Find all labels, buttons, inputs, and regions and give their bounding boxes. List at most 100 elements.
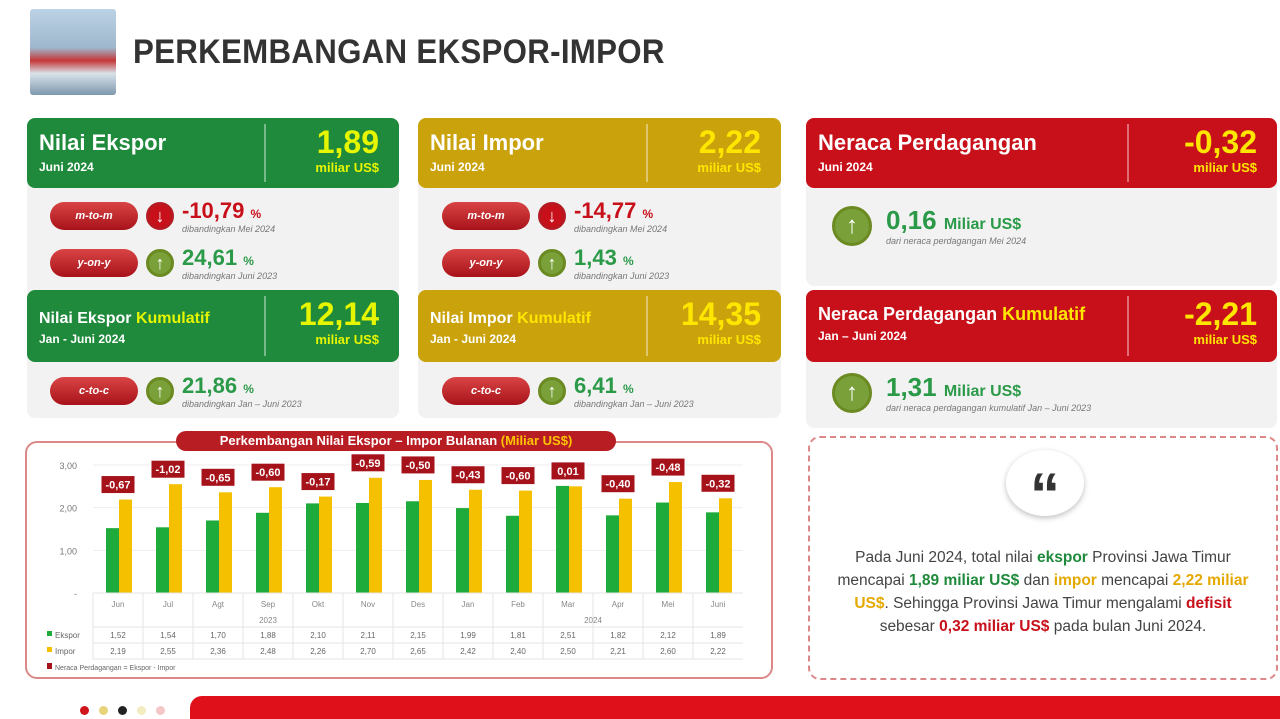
ekspor-value: 1,52: [110, 631, 126, 640]
impor-ctc: c-to-c ↑ 6,41 % dibandingkan Jan – Juni 2…: [442, 373, 694, 409]
impor-value: 2,42: [460, 647, 476, 656]
arrow-down-icon: ↓: [538, 202, 566, 230]
card-title: Neraca Perdagangan: [818, 304, 998, 324]
neraca-label-box: [500, 466, 536, 486]
change-value: 1,31: [886, 372, 937, 402]
neraca-label: -0,32: [705, 478, 730, 490]
ekspor-value: 1,70: [210, 631, 226, 640]
card-unit: miliar US$: [697, 160, 761, 175]
x-tick-label: Nov: [361, 600, 375, 609]
ekspor-kumulatif-card: Nilai Ekspor Kumulatif Jan - Juni 2024 12…: [27, 290, 399, 362]
bar-ekspor: [206, 520, 219, 593]
bar-ekspor: [456, 508, 469, 593]
bar-ekspor: [106, 528, 119, 593]
neraca-label: -0,50: [405, 460, 430, 472]
arrow-up-icon: ↑: [538, 377, 566, 405]
neraca-label: -1,02: [155, 464, 180, 476]
arrow-up-icon: ↑: [832, 205, 872, 246]
impor-value: 2,21: [610, 647, 626, 656]
card-title: Nilai Ekspor: [39, 310, 132, 327]
neraca-label: -0,40: [605, 479, 630, 491]
change-compare: dari neraca perdagangan kumulatif Jan – …: [886, 403, 1092, 413]
card-value: 14,35: [680, 296, 761, 332]
kumulatif-word: Kumulatif: [135, 310, 210, 327]
yoy-pill: y-on-y: [442, 249, 530, 277]
bar-ekspor: [156, 527, 169, 593]
year-label: 2024: [584, 616, 602, 625]
x-tick-label: Mar: [561, 600, 575, 609]
impor-value: 2,22: [710, 647, 726, 656]
legend-ekspor: Ekspor: [55, 631, 80, 640]
summary-box: “ Pada Juni 2024, total nilai ekspor Pro…: [808, 436, 1278, 680]
bar-impor: [369, 477, 382, 593]
neraca-label: -0,60: [505, 471, 530, 483]
neraca-label: -0,60: [255, 467, 280, 479]
card-unit: miliar US$: [1193, 160, 1257, 175]
y-tick-label: 1,00: [59, 546, 77, 556]
yoy-compare: dibandingkan Juni 2023: [574, 271, 670, 281]
bar-ekspor: [406, 501, 419, 593]
impor-value: 2,70: [360, 647, 376, 656]
ctc-pill: c-to-c: [442, 377, 530, 405]
neraca-label: -0,67: [105, 480, 130, 492]
legend-impor: Impor: [55, 647, 76, 656]
bar-impor: [619, 498, 632, 593]
ekspor-value: 1,88: [260, 631, 276, 640]
ekspor-value: 2,11: [361, 631, 377, 640]
bar-ekspor: [306, 503, 319, 593]
arrow-up-icon: ↑: [146, 377, 174, 405]
impor-yoy: y-on-y ↑ 1,43 % dibandingkan Juni 2023: [442, 245, 669, 281]
bar-ekspor: [356, 502, 369, 593]
impor-value: 2,65: [410, 647, 426, 656]
card-value: -2,21: [1184, 296, 1257, 332]
x-tick-label: Okt: [312, 600, 325, 609]
bar-ekspor: [556, 485, 569, 593]
arrow-up-icon: ↑: [832, 372, 872, 413]
neraca-label-box: [100, 475, 136, 495]
mtm-value: -14,77: [574, 198, 637, 223]
yoy-compare: dibandingkan Juni 2023: [182, 271, 278, 281]
card-period: Jan - Juni 2024: [39, 332, 126, 346]
neraca-label: -0,48: [655, 462, 680, 474]
neraca-label-box: [450, 465, 486, 485]
chart-title-unit: (Miliar US$): [500, 433, 573, 448]
card-period: Jan - Juni 2024: [430, 332, 517, 346]
ctc-value: 21,86: [182, 373, 238, 398]
bar-impor: [119, 499, 132, 593]
bar-ekspor: [606, 515, 619, 593]
ship-image: [30, 9, 116, 95]
ctc-value: 6,41: [574, 373, 617, 398]
arrow-up-icon: ↑: [538, 249, 566, 277]
neraca-label-box: [650, 457, 686, 477]
legend-ekspor-swatch: [47, 631, 52, 636]
card-title: Nilai Ekspor: [39, 130, 167, 155]
neraca-label: -0,59: [355, 458, 380, 470]
impor-value: 2,26: [310, 647, 326, 656]
pct-sign: %: [642, 207, 654, 221]
dot: [118, 706, 127, 715]
ekspor-value: 1,99: [460, 631, 476, 640]
x-tick-label: Sep: [261, 600, 276, 609]
impor-card: Nilai Impor Juni 2024 2,22 miliar US$: [418, 118, 781, 188]
change-unit: Miliar US$: [943, 383, 1022, 400]
neraca-label: -0,43: [455, 470, 480, 482]
x-tick-label: Apr: [612, 600, 625, 609]
ekspor-mtm: m-to-m ↓ -10,79 % dibandingkan Mei 2024: [50, 198, 275, 234]
neraca-label: 0,01: [557, 466, 578, 478]
impor-value: 2,50: [560, 647, 576, 656]
card-unit: miliar US$: [315, 332, 379, 347]
summary-text: Pada Juni 2024, total nilai ekspor Provi…: [837, 549, 1249, 635]
neraca-card: Neraca Perdagangan Juni 2024 -0,32 miliar …: [806, 118, 1277, 188]
bar-impor: [669, 482, 682, 593]
ctc-pill: c-to-c: [50, 377, 138, 405]
mtm-value: -10,79: [182, 198, 245, 223]
mtm-compare: dibandingkan Mei 2024: [182, 224, 276, 234]
bar-impor: [169, 484, 182, 593]
ekspor-value: 2,12: [660, 631, 676, 640]
ekspor-value: 1,54: [160, 631, 176, 640]
neraca-kumulatif-card: Neraca Perdagangan Kumulatif Jan – Juni 2…: [806, 290, 1277, 362]
y-tick-label: 3,00: [59, 461, 77, 471]
neraca-change: ↑ 0,16 Miliar US$ dari neraca perdagangan…: [832, 205, 1026, 246]
x-tick-label: Feb: [511, 600, 525, 609]
mtm-pill: m-to-m: [442, 202, 530, 230]
